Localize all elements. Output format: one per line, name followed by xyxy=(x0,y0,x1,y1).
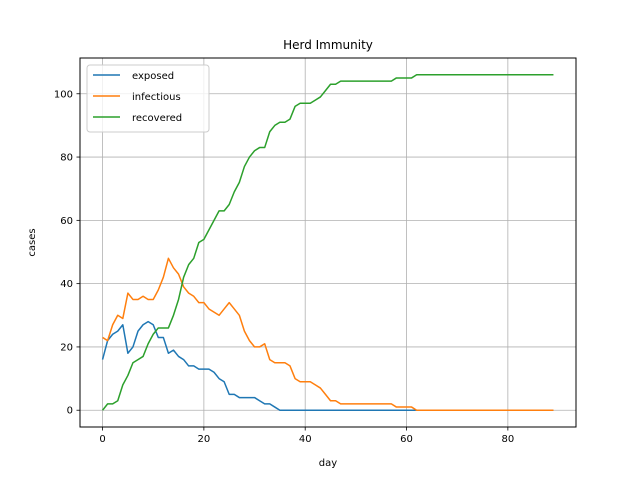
y-tick-label: 40 xyxy=(60,279,73,290)
legend-label-infectious: infectious xyxy=(132,92,181,103)
y-tick-label: 80 xyxy=(60,153,73,164)
x-tick-label: 60 xyxy=(400,434,413,445)
legend-label-exposed: exposed xyxy=(132,71,174,82)
chart-title: Herd Immunity xyxy=(283,38,373,52)
series-layer xyxy=(101,74,554,411)
series-line-recovered xyxy=(101,74,554,411)
series-line-infectious xyxy=(102,257,554,411)
y-tick-label: 0 xyxy=(67,406,73,417)
x-tick-label: 20 xyxy=(198,434,211,445)
legend: exposed infectious recovered xyxy=(86,64,210,133)
x-axis-label: day xyxy=(319,458,337,469)
legend-label-recovered: recovered xyxy=(132,113,182,124)
x-tick-label: 80 xyxy=(501,434,514,445)
y-axis-label: cases xyxy=(27,228,38,256)
axis-ticks: 0 20 40 60 80 0 20 40 60 80 100 xyxy=(54,89,514,445)
plot-frame xyxy=(79,57,577,428)
y-tick-label: 20 xyxy=(60,342,73,353)
x-tick-label: 0 xyxy=(99,434,105,445)
y-tick-label: 100 xyxy=(54,89,73,100)
y-tick-label: 60 xyxy=(60,216,73,227)
grid-lines xyxy=(80,58,576,427)
x-tick-label: 40 xyxy=(299,434,312,445)
legend-box xyxy=(86,64,210,133)
